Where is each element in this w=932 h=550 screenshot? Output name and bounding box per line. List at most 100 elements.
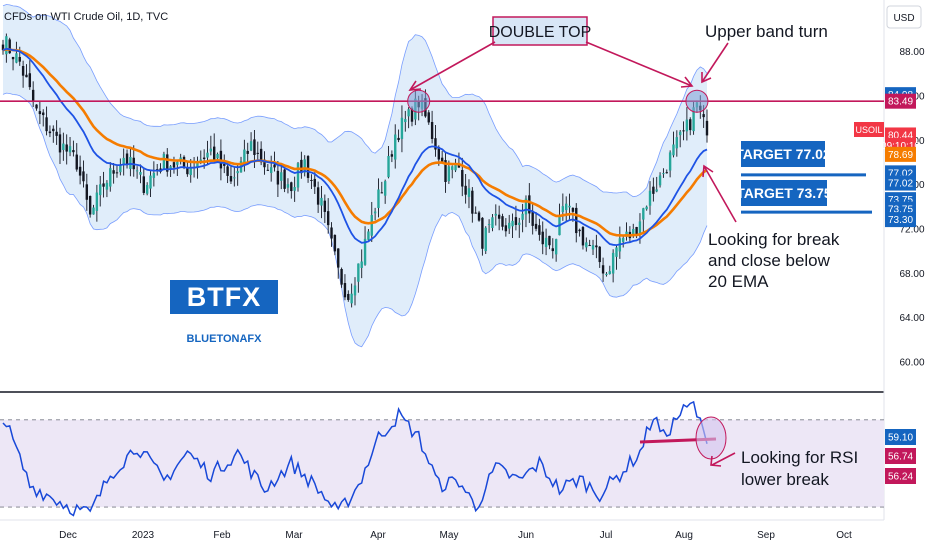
price-tick-label: 72.00 — [899, 224, 924, 235]
candle-body — [487, 224, 491, 226]
price-tag-label: 73.75 — [888, 205, 913, 216]
time-tick-label: Dec — [59, 530, 77, 541]
candle-body — [601, 265, 605, 274]
candle-body — [548, 235, 551, 246]
candle-body — [662, 173, 665, 175]
price-pane[interactable] — [0, 4, 884, 348]
candle-body — [249, 141, 253, 151]
candle-body — [35, 104, 38, 109]
candle-body — [571, 207, 575, 212]
candle-body — [202, 157, 206, 160]
time-tick-label: Sep — [757, 530, 775, 541]
candle-body — [632, 228, 635, 236]
candle-body — [481, 217, 484, 249]
candle-body — [293, 187, 296, 191]
arrowhead-left-icon — [408, 80, 422, 91]
target-2[interactable]: TARGET 73.75 — [736, 180, 872, 214]
candle-body — [172, 162, 176, 168]
candle-body — [484, 227, 487, 252]
candle-body — [367, 231, 370, 240]
candle-body — [145, 184, 149, 194]
candle-body — [316, 187, 320, 205]
candle-body — [320, 197, 323, 206]
candle-body — [477, 212, 481, 221]
candle-body — [139, 172, 142, 175]
break-annotation[interactable]: Looking for break and close below 20 EMA — [702, 164, 840, 291]
candle-body — [92, 207, 95, 215]
price-tag-label: 80.44 — [888, 130, 913, 141]
candle-body — [353, 285, 357, 296]
candle-body — [605, 273, 608, 276]
currency-button[interactable]: USD — [886, 5, 922, 29]
candle-body — [678, 131, 682, 136]
arrowhead-icon — [702, 164, 714, 178]
candle-body — [290, 182, 293, 192]
usoil-tag-label: USOIL — [855, 125, 882, 135]
time-tick-label: Aug — [675, 530, 693, 541]
candle-body — [467, 188, 471, 197]
time-tick-label: Oct — [836, 530, 852, 541]
candle-body — [685, 119, 689, 132]
candle-body — [99, 184, 102, 196]
time-tick-label: Apr — [370, 530, 386, 541]
candle-body — [504, 225, 508, 232]
candle-body — [206, 152, 209, 158]
candle-body — [705, 120, 709, 136]
rsi-tag-box — [885, 468, 916, 484]
candle-body — [554, 239, 558, 255]
candle-body — [451, 166, 454, 170]
candle-body — [501, 216, 504, 227]
candle-body — [534, 223, 538, 229]
candle-body — [31, 89, 35, 102]
candle-body — [373, 211, 377, 214]
rsi-pane[interactable] — [0, 400, 884, 517]
time-tick-label: Jun — [518, 530, 534, 541]
price-tick-label: 68.00 — [899, 269, 924, 280]
candle-body — [88, 196, 92, 215]
candle-body — [551, 248, 554, 252]
rsi-axis-tags: 59.10 56.74 56.24 — [885, 429, 916, 484]
candle-body — [119, 165, 122, 173]
rsi-line — [2, 400, 708, 517]
candle-body — [286, 184, 290, 188]
candle-body — [196, 163, 199, 168]
price-tag-box — [885, 212, 916, 228]
top-highlight-circle — [685, 89, 709, 113]
price-tag-label: 77.02 — [888, 179, 913, 190]
candle-body — [511, 220, 514, 227]
price-tag-label: 78.69 — [888, 150, 913, 161]
candle-body — [209, 148, 213, 152]
time-tick-label: Jul — [600, 530, 613, 541]
candle-body — [75, 154, 78, 170]
candle-body — [440, 157, 444, 163]
candle-body — [55, 131, 58, 136]
upper-band-annotation[interactable]: Upper band turn — [701, 22, 828, 84]
candle-body — [102, 183, 105, 187]
time-tick-label: May — [440, 530, 459, 541]
arrowhead-icon — [701, 72, 712, 84]
candle-body — [310, 179, 313, 181]
double-top-arrow-left — [409, 41, 496, 91]
target-1[interactable]: TARGET 77.02 — [735, 141, 866, 177]
price-tick-label: 64.00 — [899, 313, 924, 324]
candle-body — [518, 222, 521, 225]
candle-body — [471, 190, 474, 214]
candle-body — [21, 66, 25, 76]
logo-main-text: BTFX — [187, 282, 262, 312]
candle-body — [58, 134, 62, 153]
candle-body — [682, 130, 685, 132]
candle-body — [95, 192, 99, 211]
rsi-annotation[interactable]: Looking for RSI lower break — [639, 416, 858, 489]
usoil-tag-box — [854, 122, 884, 137]
rsi-tag-label: 59.10 — [888, 433, 913, 444]
double-top-annotation[interactable]: DOUBLE TOP — [408, 16, 694, 91]
candle-body — [337, 248, 340, 268]
candle-body — [68, 146, 72, 153]
candle-body — [259, 148, 263, 163]
candle-body — [8, 39, 11, 54]
candle-body — [28, 73, 32, 88]
candle-body — [390, 154, 394, 157]
candle-body — [668, 152, 672, 171]
candle-body — [588, 245, 591, 247]
